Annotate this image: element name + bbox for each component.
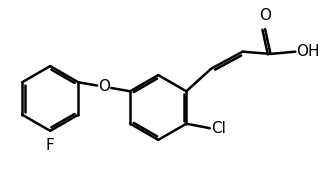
Text: O: O: [98, 79, 110, 94]
Text: O: O: [259, 8, 271, 23]
Text: F: F: [46, 138, 55, 153]
Text: Cl: Cl: [211, 121, 226, 136]
Text: OH: OH: [297, 44, 320, 59]
